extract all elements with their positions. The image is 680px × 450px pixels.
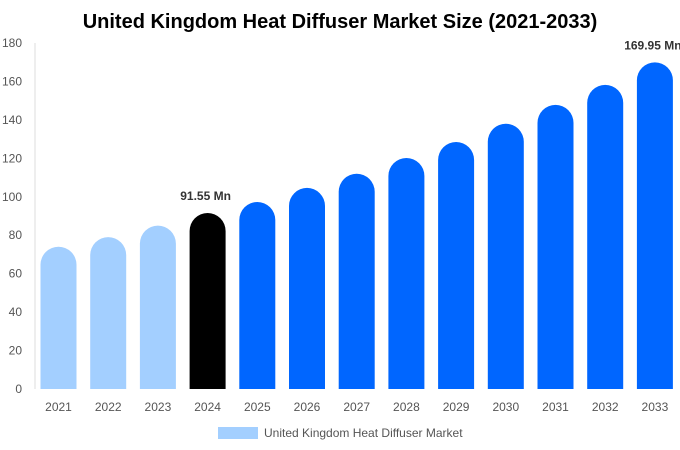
bar-2022[interactable] — [90, 237, 127, 389]
x-tick-label: 2030 — [492, 400, 519, 414]
y-tick-label: 100 — [2, 190, 22, 204]
x-tick-label: 2033 — [642, 400, 669, 414]
x-tick-label: 2032 — [592, 400, 619, 414]
x-tick-label: 2021 — [45, 400, 72, 414]
y-tick-label: 20 — [9, 344, 23, 358]
bar-2031[interactable] — [537, 104, 574, 389]
legend-label[interactable]: United Kingdom Heat Diffuser Market — [264, 426, 463, 440]
bar-2023[interactable] — [139, 225, 176, 389]
y-tick-label: 0 — [15, 382, 22, 396]
legend-swatch — [218, 427, 258, 439]
y-tick-label: 40 — [9, 305, 23, 319]
chart-title: United Kingdom Heat Diffuser Market Size… — [83, 11, 598, 33]
x-tick-label: 2027 — [343, 400, 370, 414]
y-tick-label: 60 — [9, 267, 23, 281]
bar-2033[interactable] — [636, 62, 673, 390]
x-tick-label: 2029 — [443, 400, 470, 414]
x-tick-label: 2026 — [294, 400, 321, 414]
y-tick-label: 140 — [2, 113, 22, 127]
bar-2032[interactable] — [587, 84, 624, 389]
bar-2026[interactable] — [289, 187, 325, 389]
x-tick-label: 2022 — [95, 400, 122, 414]
x-tick-label: 2023 — [145, 400, 172, 414]
y-tick-label: 120 — [2, 151, 22, 165]
bar-2027[interactable] — [338, 173, 375, 389]
data-label-2024: 91.55 Mn — [180, 189, 231, 203]
y-tick-label: 160 — [2, 74, 22, 88]
x-tick-label: 2028 — [393, 400, 420, 414]
bar-2024[interactable] — [189, 213, 226, 389]
bar-2028[interactable] — [388, 157, 425, 389]
bar-2029[interactable] — [438, 141, 475, 389]
y-tick-label: 180 — [2, 36, 22, 50]
bar-2030[interactable] — [487, 123, 524, 389]
y-tick-label: 80 — [9, 228, 23, 242]
x-tick-label: 2031 — [542, 400, 569, 414]
x-tick-label: 2025 — [244, 400, 271, 414]
bar-2021[interactable] — [40, 246, 77, 389]
data-label-2033: 169.95 Mn — [624, 38, 680, 52]
x-tick-label: 2024 — [194, 400, 221, 414]
bar-2025[interactable] — [239, 201, 276, 389]
